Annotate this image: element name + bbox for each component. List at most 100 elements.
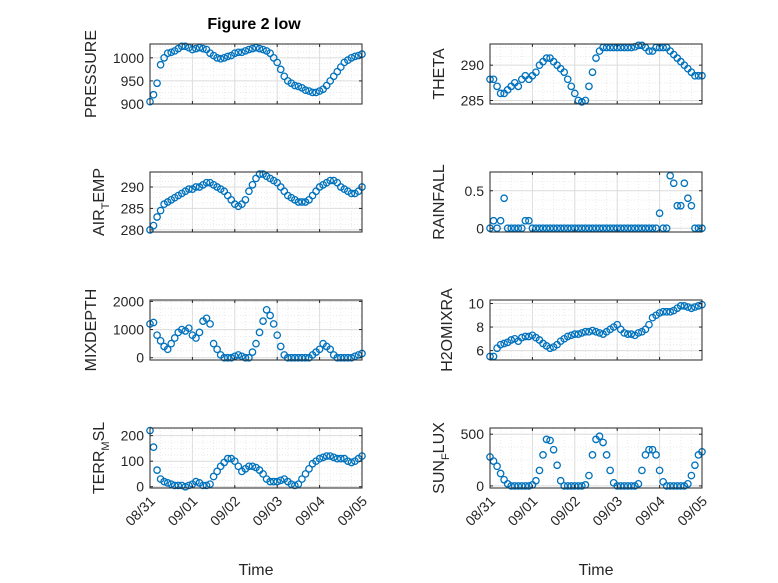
data-point (202, 481, 211, 490)
data-point (659, 224, 667, 233)
data-point (563, 224, 572, 233)
y-tick-label: 0 (136, 350, 144, 366)
data-point (199, 481, 207, 490)
data-point (163, 49, 172, 58)
data-point (521, 332, 530, 341)
data-point (599, 438, 607, 447)
data-point (266, 477, 274, 486)
x-tick-label: 09/03 (589, 493, 625, 529)
data-point (655, 209, 664, 218)
data-point (616, 224, 625, 233)
data-point (248, 462, 257, 471)
data-point (645, 320, 653, 329)
data-point (163, 345, 172, 354)
data-point (294, 353, 303, 362)
data-point (645, 445, 653, 454)
data-point (156, 206, 165, 215)
data-point (206, 320, 214, 328)
data-point (634, 480, 643, 488)
data-point (238, 48, 246, 57)
data-point (347, 353, 356, 362)
data-point (216, 54, 225, 63)
data-point (563, 332, 572, 341)
axes-box (489, 171, 703, 233)
data-point (500, 194, 508, 203)
data-point (599, 224, 607, 233)
data-point (592, 224, 600, 233)
data-point (315, 454, 324, 463)
axes-box (489, 43, 703, 105)
data-point (234, 462, 243, 471)
data-point (627, 224, 636, 233)
data-point (563, 75, 572, 84)
data-point (234, 351, 243, 359)
axes-box (149, 427, 363, 489)
data-point (609, 224, 618, 233)
y-tick-label: 280 (121, 222, 145, 238)
data-point (592, 54, 600, 62)
data-point (308, 88, 317, 97)
data-point (291, 353, 299, 362)
data-point (294, 198, 303, 206)
data-point (680, 179, 689, 188)
data-point (602, 451, 611, 459)
data-point (676, 201, 685, 210)
data-point (507, 336, 516, 344)
data-point (514, 224, 523, 233)
subplot-4: 0 0.5 RAINFALL (431, 164, 706, 240)
data-point (195, 328, 204, 337)
subplot-1: 900 950 1000 PRESSURE (83, 30, 366, 118)
data-point (585, 471, 593, 480)
data-point (153, 79, 161, 88)
data-point (220, 53, 229, 62)
y-tick-label: 2000 (113, 293, 144, 309)
data-point (333, 454, 342, 463)
data-point (578, 482, 586, 490)
data-point (167, 480, 176, 489)
data-point (185, 185, 193, 193)
data-point (669, 482, 678, 490)
data-point (691, 461, 699, 470)
x-tick-label: 09/05 (674, 493, 710, 529)
data-point (192, 183, 200, 191)
data-point (259, 470, 267, 478)
data-point (312, 88, 320, 97)
data-point (298, 353, 306, 362)
data-point (333, 353, 342, 362)
data-point (255, 328, 264, 337)
data-point (578, 329, 586, 337)
data-point (556, 476, 565, 485)
y-tick-label: 10 (468, 296, 484, 312)
data-point (567, 224, 576, 233)
x-tick-label: 08/31 (462, 493, 498, 529)
data-point (291, 81, 299, 90)
data-point (673, 201, 682, 210)
data-point (687, 471, 696, 480)
data-point (177, 481, 186, 490)
data-point (301, 86, 310, 95)
data-point (676, 482, 685, 490)
data-point (273, 58, 282, 67)
data-point (595, 432, 604, 441)
data-point (255, 44, 264, 53)
x-tick-label: 09/05 (334, 493, 370, 529)
data-point (510, 224, 519, 233)
data-point (546, 344, 554, 353)
subplot-8: 0 500 08/31 09/01 09/02 09/03 09/04 09/05 Time SU… (431, 422, 710, 579)
data-point (645, 47, 653, 55)
data-point (326, 176, 335, 185)
data-point (255, 170, 264, 178)
data-point (156, 336, 165, 345)
data-point (581, 224, 590, 233)
data-point (517, 333, 526, 342)
figure-title: Figure 2 low (207, 16, 301, 33)
data-point (245, 187, 253, 196)
data-point (209, 339, 218, 348)
data-point (585, 224, 593, 233)
data-point (298, 198, 306, 206)
data-point (273, 331, 282, 340)
data-point (170, 481, 179, 490)
data-point (627, 482, 636, 490)
data-point (503, 224, 512, 233)
